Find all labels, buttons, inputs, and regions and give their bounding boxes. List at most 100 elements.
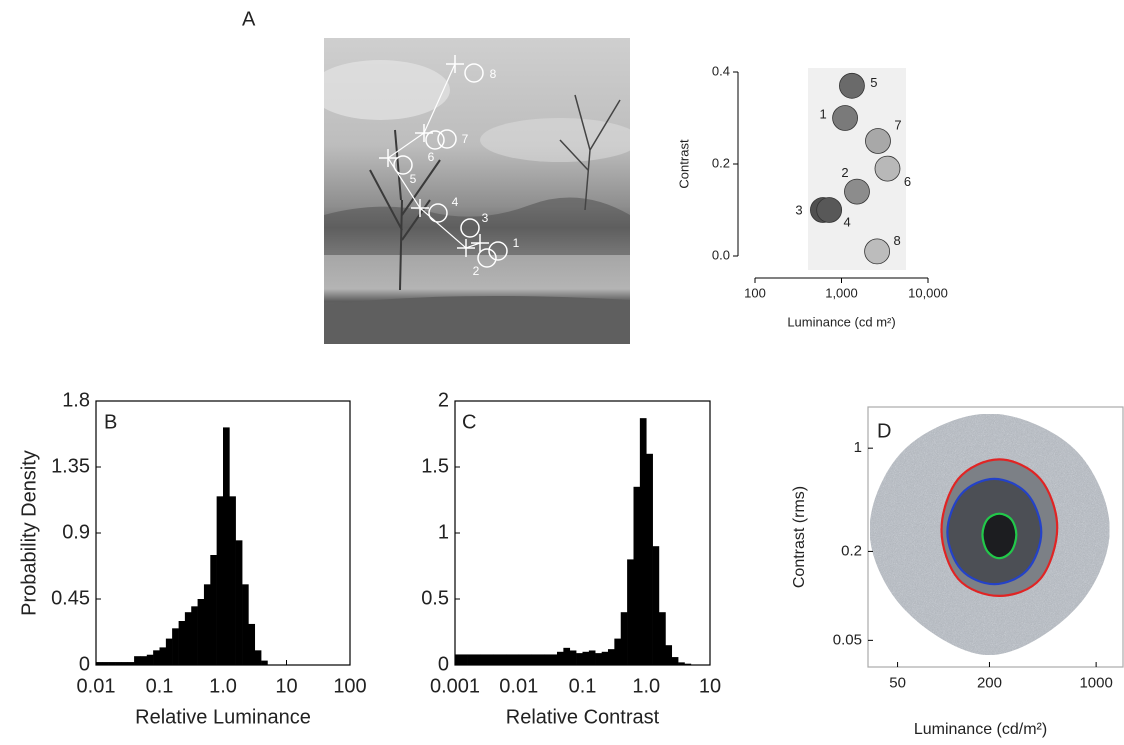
point-label: 3 (795, 202, 802, 217)
histogram-bar (261, 660, 268, 665)
x-tick-label: 0.01 (499, 675, 538, 697)
fixations: 1 2 3 4 56 7 8 (379, 55, 520, 278)
histogram-bar (108, 662, 116, 665)
histogram-bar (210, 555, 217, 665)
x-tick-label: 1000 (1079, 674, 1112, 691)
fixation-cross (457, 239, 475, 257)
path (324, 296, 630, 344)
histogram-bar (229, 496, 236, 665)
y-tick-label: 1.35 (51, 455, 90, 477)
fixation-circle (488, 241, 508, 261)
x-tick-label: 100 (744, 285, 766, 300)
histogram-bar (102, 662, 109, 665)
fixation-label: 8 (490, 67, 497, 81)
y-tick-label: 1.5 (421, 455, 449, 477)
x-tick-label: 0.1 (146, 675, 174, 697)
x-axis-title: Relative Luminance (135, 706, 311, 728)
image-patch (839, 72, 865, 99)
chart: 1 2 3 4 5 6 7 8 100 1,000 10,000 0.0 0.2 0.4 Luminance… (676, 63, 947, 329)
histogram-bar (678, 662, 685, 665)
photo (324, 38, 630, 344)
y-tick-label: 0.0 (712, 247, 730, 262)
histogram-bar (115, 662, 122, 665)
x-axis-title: Luminance (cd/m²) (914, 721, 1047, 738)
histogram-bar (582, 651, 590, 665)
y-tick-label: 0.9 (62, 521, 90, 543)
fixation-circle (460, 218, 480, 238)
x-tick-label: 10,000 (908, 285, 948, 300)
contour-line (981, 512, 1018, 560)
histogram-bar (191, 606, 198, 665)
tree (369, 129, 441, 291)
histogram-bar (127, 662, 135, 665)
histogram-bar (576, 653, 583, 665)
histogram-bar (601, 651, 609, 665)
histogram-bar (140, 656, 148, 665)
histogram-bar (646, 453, 653, 665)
y-tick-label: 1 (438, 521, 449, 543)
histogram-bar (633, 486, 641, 665)
image-patch (865, 128, 891, 154)
histogram-bar (223, 427, 230, 665)
fixation-circle (393, 155, 413, 175)
fixation-cross (471, 234, 489, 252)
x-tick-label: 0.01 (77, 675, 116, 697)
histogram-bar (235, 540, 243, 665)
y-axis-title: Contrast (rms) (791, 486, 808, 588)
fixation-circle (464, 63, 484, 83)
chart: 0.001 0.01 0.1 1.0 10 0 0.5 1 1.5 2 Relative Contr… (421, 389, 721, 728)
fixation-cross (411, 199, 429, 217)
histogram-bar (639, 418, 647, 665)
y-tick-label: 1 (854, 439, 862, 456)
histogram-bar (620, 612, 628, 665)
chart: 0.01 0.1 1.0 10 100 0 0.45 0.9 1.35 1.8 Relative L… (18, 389, 366, 728)
fixation-circle (437, 129, 457, 149)
y-tick-label: 0.2 (841, 542, 862, 559)
image-patch (832, 105, 858, 131)
fixation-label: 3 (482, 211, 489, 225)
fixation-label: 4 (452, 195, 459, 209)
fixation-label: 5 (410, 172, 417, 186)
cloud (324, 60, 450, 120)
histogram-bar (159, 647, 167, 665)
histogram-bar (248, 623, 256, 665)
histogram-bar (544, 654, 558, 665)
histogram-bar (121, 662, 129, 665)
x-tick-label: 1.0 (209, 675, 237, 697)
histogram-bar (556, 651, 564, 665)
panel-label: A (242, 8, 256, 30)
histogram-bar (197, 599, 205, 665)
fixation-cross (446, 55, 464, 73)
histogram-bar (178, 621, 186, 665)
panel-label: D (877, 420, 891, 442)
fixation-circle (477, 248, 497, 268)
histogram-bar (652, 546, 660, 665)
point-label: 2 (841, 165, 848, 180)
histogram-bar (506, 654, 520, 665)
x-tick-label: 10 (699, 675, 721, 697)
histogram-bar (569, 650, 577, 665)
y-axis-title: Probability Density (18, 450, 40, 616)
fixation-cross (379, 149, 397, 167)
histogram-bar (658, 612, 666, 665)
histogram-bar (627, 559, 634, 665)
histogram-bar (467, 654, 481, 665)
cloud (480, 118, 630, 162)
point-label: 4 (844, 214, 851, 229)
histogram-bar (96, 662, 103, 665)
panel-label: B (104, 411, 117, 433)
histogram-bar (172, 628, 179, 665)
x-tick-label: 1,000 (825, 285, 858, 300)
y-tick-label: 0.05 (833, 631, 862, 648)
y-tick-label: 2 (438, 389, 449, 411)
histogram-bar (242, 584, 249, 665)
point-label: 8 (893, 233, 900, 248)
y-tick-label: 0.4 (712, 63, 730, 78)
plot-frame (867, 406, 1124, 668)
panel-label: C (462, 411, 476, 433)
image-patch (864, 238, 891, 265)
chart: 50 200 1000 0.05 0.2 1 Luminance (cd/m²) Contra… (791, 406, 1124, 738)
histogram-bar (254, 650, 262, 665)
